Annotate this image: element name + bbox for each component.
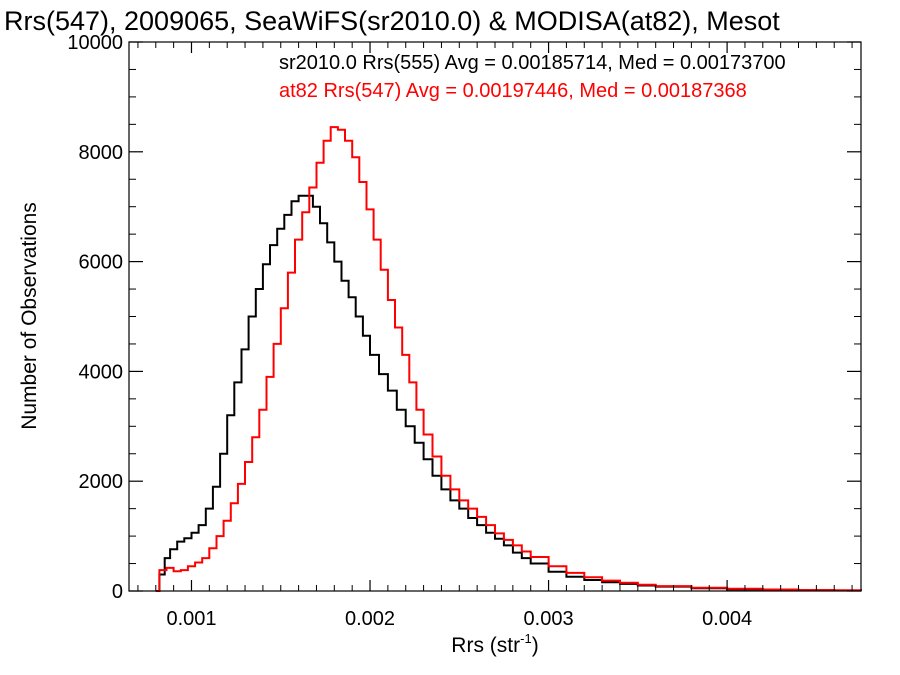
series-layer	[155, 126, 862, 592]
x-tick-label: 0.004	[702, 608, 752, 630]
y-axis-label: Number of Observations	[18, 202, 41, 430]
x-tick-label: 0.002	[345, 608, 395, 630]
axis-ticks: 0.001 0.002 0.003 0.004 0 2000 4000 6000 8000 100…	[67, 32, 861, 630]
x-tick-label: 0.003	[524, 608, 574, 630]
legend-entry-red: at82 Rrs(547) Avg = 0.00197446, Med = 0.…	[279, 80, 747, 102]
chart-title: Rrs(547), 2009065, SeaWiFS(sr2010.0) & M…	[4, 6, 780, 36]
x-axis-label-tail: )	[532, 634, 539, 657]
series-line-1	[155, 126, 862, 592]
y-tick-label: 10000	[67, 32, 123, 54]
x-axis-label-main: Rrs (str	[451, 634, 520, 657]
legend-entry-black: sr2010.0 Rrs(555) Avg = 0.00185714, Med …	[279, 52, 786, 74]
y-tick-label: 2000	[79, 471, 124, 493]
x-tick-label: 0.001	[166, 608, 216, 630]
x-axis-label-superscript: -1	[520, 631, 532, 646]
series-line-0	[155, 194, 862, 592]
x-axis-label: Rrs (str-1)	[451, 631, 538, 657]
y-tick-label: 6000	[79, 252, 124, 274]
y-tick-label: 4000	[79, 361, 124, 383]
plot-frame	[128, 41, 862, 592]
y-tick-label: 0	[112, 581, 123, 603]
y-tick-label: 8000	[79, 142, 124, 164]
